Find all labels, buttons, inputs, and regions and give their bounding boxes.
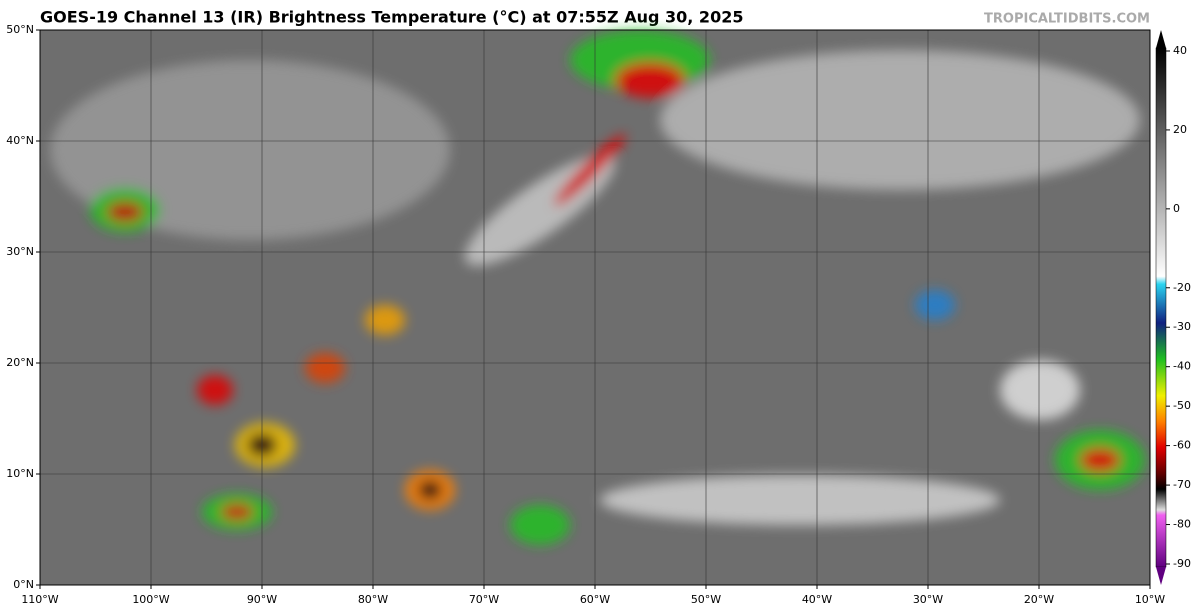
y-tick-label: 30°N [6, 245, 34, 258]
colorbar-tick-label: 0 [1173, 202, 1180, 215]
map-frame [39, 29, 1151, 586]
colorbar-ticks: 40 20 0 -20 -30 -40 -50 -60 -70 -80 -90 [1166, 44, 1191, 570]
x-tick-label: 50°W [691, 593, 721, 606]
y-tick-label: 0°N [13, 578, 34, 591]
y-tick-label: 10°N [6, 467, 34, 480]
x-tick-label: 60°W [580, 593, 610, 606]
x-tick-label: 20°W [1024, 593, 1054, 606]
colorbar-tick-label: 20 [1173, 123, 1187, 136]
colorbar-tick-label: -50 [1173, 399, 1191, 412]
colorbar-tick-label: -70 [1173, 478, 1191, 491]
colorbar-tick-label: -40 [1173, 360, 1191, 373]
x-tick-label: 80°W [358, 593, 388, 606]
y-tick-label: 50°N [6, 23, 34, 36]
y-tick-label: 20°N [6, 356, 34, 369]
x-tick-label: 10°W [1135, 593, 1165, 606]
colorbar-tick-label: -90 [1173, 557, 1191, 570]
colorbar-tick-label: 40 [1173, 44, 1187, 57]
y-tick-label: 40°N [6, 134, 34, 147]
x-tick-label: 100°W [132, 593, 169, 606]
colorbar-tick-label: -80 [1173, 518, 1191, 531]
colorbar-tick-label: -20 [1173, 281, 1191, 294]
watermark: TROPICALTIDBITS.COM [984, 12, 1150, 27]
colorbar-tick-label: -60 [1173, 439, 1191, 452]
x-tick-label: 40°W [802, 593, 832, 606]
x-tick-label: 90°W [247, 593, 277, 606]
colorbar-tick-label: -30 [1173, 320, 1191, 333]
x-tick-label: 70°W [469, 593, 499, 606]
colorbar [1155, 30, 1167, 585]
x-tick-label: 110°W [21, 593, 58, 606]
title: GOES-19 Channel 13 (IR) Brightness Tempe… [40, 8, 743, 27]
x-tick-label: 30°W [913, 593, 943, 606]
